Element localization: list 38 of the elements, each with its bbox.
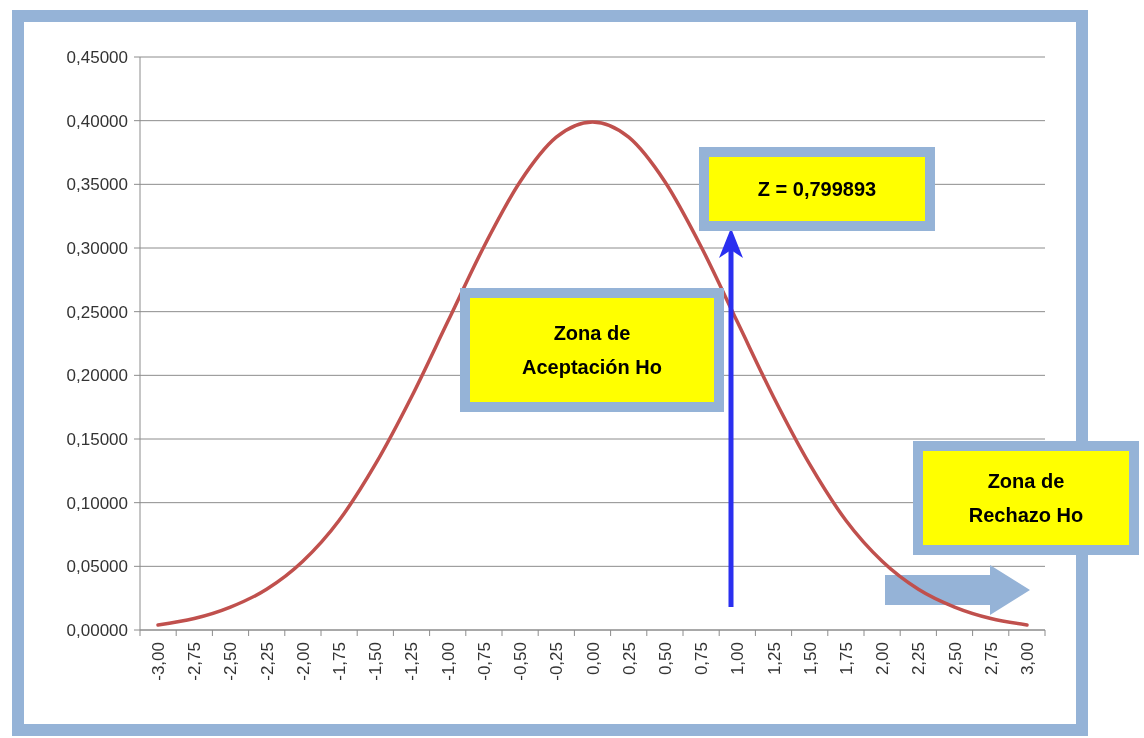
x-tick-label: -0,50 [511, 642, 531, 681]
x-tick-label: -1,50 [366, 642, 386, 681]
x-tick-label: 0,00 [583, 642, 603, 676]
x-tick-label: 0,75 [692, 642, 712, 676]
x-tick-label: 2,25 [909, 642, 929, 676]
x-tick-label: 2,00 [873, 642, 893, 676]
y-tick-label: 0,20000 [66, 366, 128, 386]
x-tick-label: -2,75 [185, 642, 205, 681]
x-tick-label: 1,50 [800, 642, 820, 676]
x-tick-label: -0,75 [474, 642, 494, 681]
x-tick-label: 1,25 [764, 642, 784, 676]
annotation: Z = 0,799893 [757, 178, 877, 200]
y-tick-label: 0,40000 [66, 111, 128, 131]
y-tick-label: 0,05000 [66, 557, 128, 577]
x-tick-label: -3,00 [149, 642, 168, 681]
y-tick-label: 0,00000 [66, 620, 128, 640]
x-tick-label: 1,00 [728, 642, 748, 676]
y-tick-label: 0,45000 [66, 47, 128, 67]
x-tick-label: -2,00 [293, 642, 313, 681]
x-tick-label: 2,75 [981, 642, 1001, 676]
y-tick-label: 0,10000 [66, 493, 128, 513]
x-tick-label: -1,75 [330, 642, 350, 681]
x-tick-label: 3,00 [1018, 642, 1037, 676]
x-tick-label: 1,75 [836, 642, 856, 676]
annotation: Zona de Rechazo Ho [968, 470, 1084, 526]
y-tick-label: 0,25000 [66, 302, 128, 322]
y-tick-label: 0,30000 [66, 238, 128, 258]
x-tick-label: -2,25 [257, 642, 277, 681]
y-tick-label: 0,15000 [66, 429, 128, 449]
x-tick-label: -1,00 [438, 642, 458, 681]
x-tick-label: 2,50 [945, 642, 965, 676]
x-tick-label: 0,50 [655, 642, 675, 676]
x-tick-label: -1,25 [402, 642, 422, 681]
x-tick-label: -2,50 [221, 642, 241, 681]
y-tick-label: 0,35000 [66, 175, 128, 195]
x-tick-label: 0,25 [619, 642, 639, 676]
annotation: Zona de Aceptación Ho [521, 322, 663, 378]
x-tick-label: -0,25 [547, 642, 567, 681]
